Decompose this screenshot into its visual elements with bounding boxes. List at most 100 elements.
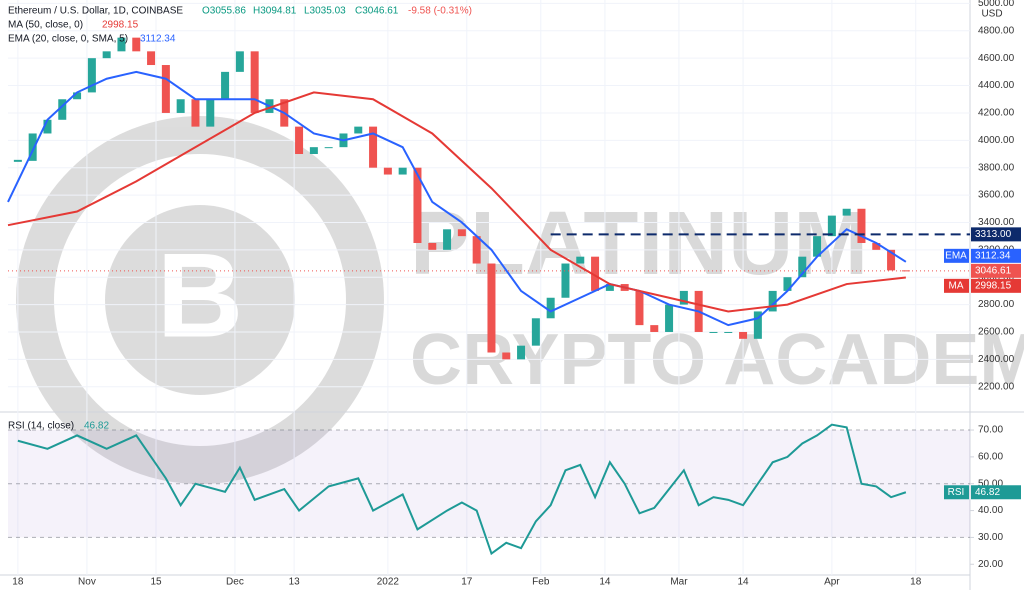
x-tick-label: Mar [670,577,688,588]
candle-body [457,229,466,237]
candle-body [827,215,836,237]
y-tick-label: 3400.00 [978,217,1015,228]
x-tick-label: Dec [226,577,244,588]
candle-body [709,331,718,333]
candle-body [635,290,644,326]
x-tick-label: 18 [12,577,24,588]
y-tick-label: 20.00 [978,559,1003,570]
y-tick-label: 4600.00 [978,53,1015,64]
candle-body [739,331,748,339]
x-tick-label: Nov [78,577,96,588]
candle-body [161,65,170,113]
x-tick-label: 18 [910,577,922,588]
indicator-line [7,70,907,327]
candle-body [413,167,422,243]
candle-body [221,71,230,100]
watermark-ring [16,116,384,484]
candle-body [102,51,111,59]
ma-legend: MA (50, close, 0) [8,20,83,31]
candle-body [813,236,822,257]
x-tick-label: 14 [738,577,750,588]
candle-body [398,167,407,175]
candle-body [531,318,540,346]
y-tick-label: 2800.00 [978,299,1015,310]
price-tag [971,227,1021,242]
y-tick-label: 3800.00 [978,162,1015,173]
candle-body [28,133,37,161]
candle-body [783,277,792,291]
price-tag-label: 46.82 [975,487,1000,498]
candle-body [753,311,762,339]
candle-body [887,249,896,271]
x-tick-label: 13 [289,577,301,588]
x-tick-label: 17 [461,577,473,588]
y-tick-label: 2600.00 [978,327,1015,338]
series-tag [944,248,969,263]
y-tick-label: 2200.00 [978,381,1015,392]
x-tick-label: 14 [599,577,611,588]
y-tick-label: 40.00 [978,505,1003,516]
candle-body [369,126,378,168]
currency: USD [981,9,1002,20]
ohlc-change: -9.58 (-0.31%) [408,6,472,17]
candle-body [768,290,777,312]
candle-body [857,208,866,243]
price-tag-label: 3112.34 [975,250,1011,261]
candle-body [591,256,600,291]
ohlc-low: L3035.03 [304,6,346,17]
rsi-line [17,423,907,556]
candle-body [132,37,141,52]
candle-body [324,147,333,149]
candle-body [235,51,244,72]
candle-body [576,256,585,264]
watermark-symbol: B [157,229,244,363]
candle-body [309,147,318,155]
x-tick-label: Feb [532,577,550,588]
candle-body [58,99,67,120]
candle-body [73,92,82,100]
x-tick-label: 15 [150,577,162,588]
ohlc-high: H3094.81 [253,6,297,17]
ema-legend-value: 3112.34 [140,34,176,45]
y-tick-label: 60.00 [978,452,1003,463]
candle-body [117,37,126,52]
ma-legend-value: 2998.15 [102,20,139,31]
candle-body [561,263,570,298]
price-tag [971,485,1021,500]
candle-body [206,99,215,127]
candle-body [605,284,614,291]
candle-body [842,208,851,216]
candle-body [176,99,185,113]
candle-body [428,242,437,250]
candle-body [502,352,511,360]
series-tag-label: EMA [945,250,967,261]
price-tag [971,263,1021,278]
price-tag-label: 3046.61 [975,265,1012,276]
candle-body [354,126,363,134]
plots: 2200.002400.002600.002800.003000.003200.… [7,0,1021,588]
candle-body [443,229,452,250]
series-tag-label: RSI [948,487,965,498]
y-tick-label: 2400.00 [978,354,1015,365]
price-tag [971,278,1021,293]
candle-body [191,99,200,127]
legend: Ethereum / U.S. Dollar, 1D, COINBASE O30… [8,6,472,432]
y-tick-label: 4000.00 [978,135,1015,146]
y-tick-label: 3600.00 [978,190,1015,201]
series-tag [944,485,969,500]
y-tick-label: 4200.00 [978,108,1015,119]
rsi-legend: RSI (14, close) [8,421,74,432]
series-tag-label: MA [949,280,964,291]
x-tick-label: Apr [824,577,840,588]
x-tick-label: 2022 [377,577,400,588]
candle-body [472,236,481,264]
candle-body [487,263,496,353]
price-tag-label: 3313.00 [975,229,1012,240]
indicator-line [7,91,906,313]
rsi-legend-value: 46.82 [84,421,109,432]
candle-body [295,126,304,155]
candle-body [250,51,259,113]
candle-body [147,51,156,66]
watermark-coin [105,205,295,395]
